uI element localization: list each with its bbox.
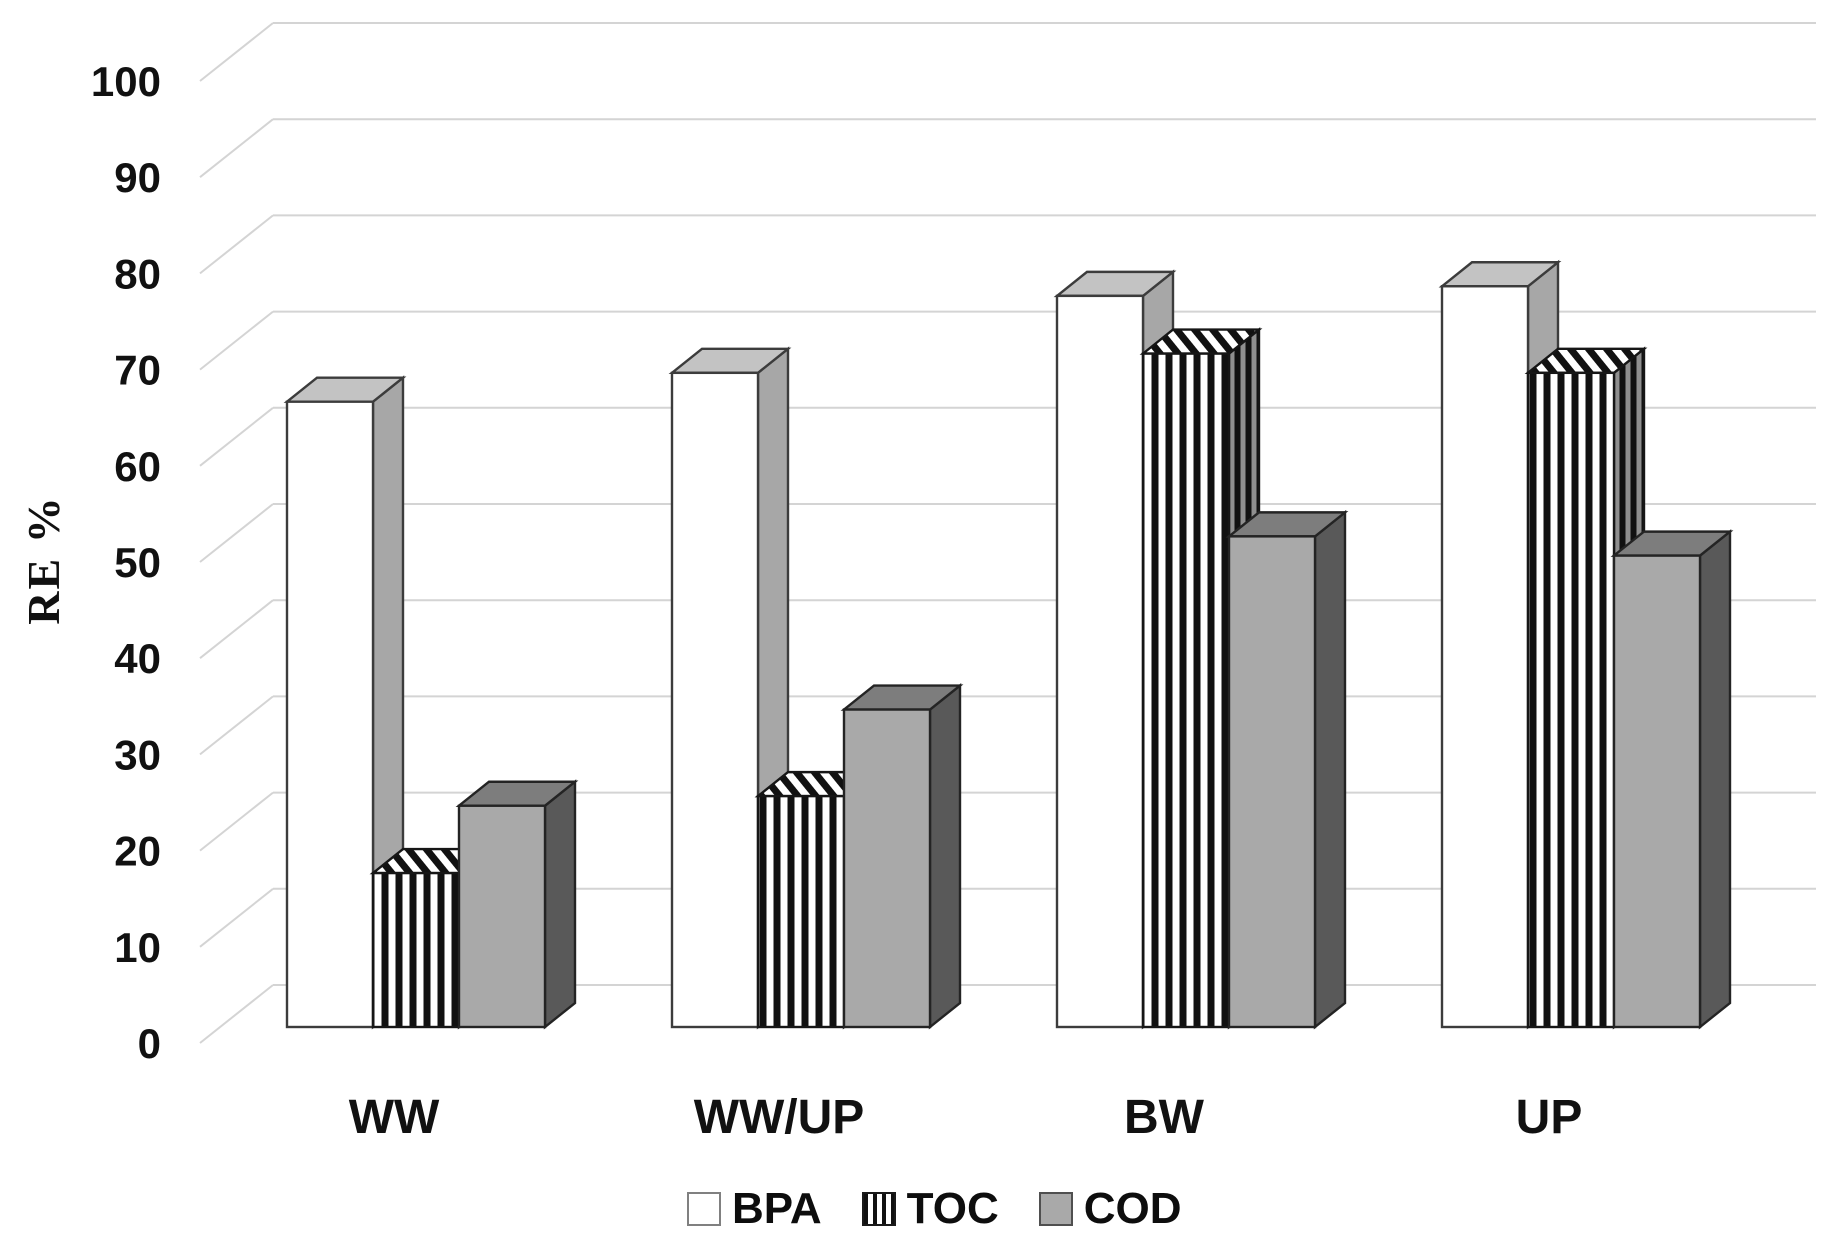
y-axis-title: RE %: [18, 495, 69, 625]
legend-item-bpa: BPA: [687, 1184, 822, 1233]
bar-BPA-WW/UP: [670, 371, 760, 1029]
legend-swatch-cod-icon: [1038, 1192, 1073, 1226]
gridline-diagonal-0: [199, 984, 274, 1044]
gridline-diagonal-70: [199, 310, 274, 371]
y-tick-label-20: 20: [114, 828, 161, 875]
gridline-diagonal-90: [199, 118, 274, 178]
gridline-diagonal-80: [199, 214, 274, 275]
legend-label-bpa: BPA: [732, 1184, 822, 1233]
y-tick-label-40: 40: [114, 635, 161, 682]
gridline-diagonal-20: [199, 791, 274, 852]
gridline-diagonal-50: [199, 503, 274, 563]
y-tick-label-0: 0: [138, 1020, 161, 1067]
bar-COD-BW: [1227, 535, 1317, 1029]
bar-TOC-WW: [371, 871, 461, 1029]
bar-BPA-BW: [1055, 294, 1145, 1029]
x-category-label-WW-UP: WW/UP: [694, 1091, 865, 1144]
y-tick-label-90: 90: [114, 154, 161, 201]
bar-TOC-BW: [1141, 352, 1231, 1029]
bar-TOC-UP: [1526, 371, 1616, 1029]
bar-BPA-UP: [1440, 285, 1530, 1029]
gridline-diagonal-100: [199, 22, 274, 82]
bar-BPA-WW: [285, 400, 375, 1029]
legend-swatch-toc-icon: [861, 1192, 896, 1226]
bar-COD-WW/UP-side-face: [928, 683, 962, 1030]
x-category-label-WW: WW: [349, 1091, 440, 1144]
bar-COD-UP: [1612, 554, 1702, 1029]
gridline-diagonal-40: [199, 599, 274, 659]
y-tick-label-60: 60: [114, 443, 161, 490]
y-tick-label-80: 80: [114, 250, 161, 297]
gridline-diagonal-60: [199, 407, 274, 467]
legend-label-cod: COD: [1083, 1184, 1182, 1233]
legend: BPA TOC COD: [687, 1184, 1182, 1233]
legend-label-toc: TOC: [906, 1184, 999, 1233]
bar-COD-BW-side-face: [1313, 509, 1347, 1030]
x-category-label-UP: UP: [1516, 1091, 1583, 1144]
bar-COD-WW: [457, 804, 547, 1029]
legend-item-toc: TOC: [861, 1184, 999, 1233]
x-axis-category-labels: WW WW/UP BW UP: [349, 1091, 1583, 1144]
x-category-label-BW: BW: [1124, 1091, 1205, 1144]
bar-TOC-WW/UP: [756, 794, 846, 1029]
bars: [283, 259, 1734, 1030]
bar-COD-WW/UP: [842, 708, 932, 1029]
y-tick-label-50: 50: [114, 539, 161, 586]
legend-swatch-bpa-icon: [687, 1192, 721, 1226]
y-tick-label-10: 10: [114, 924, 161, 971]
y-tick-label-70: 70: [114, 347, 161, 394]
y-axis-tick-labels: 0 10 20 30 40 50 60 70 80 90 100: [91, 58, 161, 1067]
y-tick-label-100: 100: [91, 58, 161, 105]
bar-COD-WW-side-face: [543, 779, 577, 1030]
legend-item-cod: COD: [1038, 1184, 1182, 1233]
gridline-diagonal-10: [199, 888, 274, 948]
bar-COD-UP-side-face: [1698, 529, 1732, 1030]
y-tick-label-30: 30: [114, 731, 161, 778]
gridline-diagonal-30: [199, 695, 274, 756]
